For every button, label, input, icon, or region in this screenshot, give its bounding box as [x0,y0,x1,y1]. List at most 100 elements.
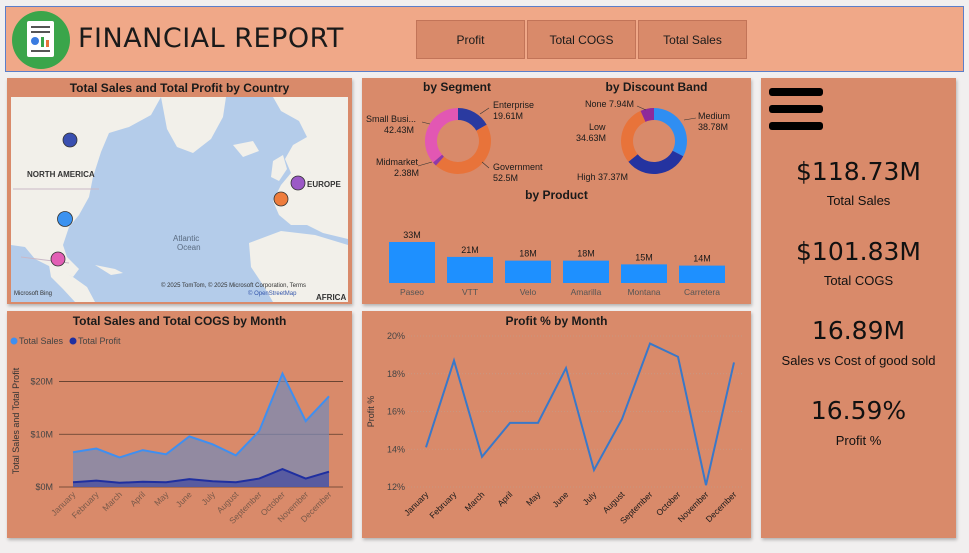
map-bubble-france[interactable] [273,191,289,207]
area-y-tick-label: $0M [35,482,53,492]
monthly-sales-area-chart[interactable]: Total Sales Total Profit $0M $10M $20M Total … [7,329,352,536]
discount-value-medium: 38.78M [698,122,729,132]
product-bar-label: 21M [461,245,479,255]
product-bar-vtt[interactable] [447,256,493,283]
area-x-tick-label: April [128,489,147,508]
hamburger-menu-icon[interactable] [769,86,825,134]
total-cogs-value: $101.83M [796,237,921,266]
area-x-tick-label: July [199,489,217,507]
line-x-tick-label: July [581,489,599,507]
total-sales-label: Total Sales [826,193,891,208]
area-x-tick-label: June [174,489,194,509]
product-category-label: VTT [462,287,478,297]
monthly-sales-panel: Total Sales and Total COGS by Month Tota… [7,311,352,538]
segment-label-enterprise: Enterprise [493,100,535,110]
sales-vs-cogs-label: Sales vs Cost of good sold [781,353,936,368]
line-x-tick-label: June [550,489,570,509]
line-x-tick-label: May [524,489,543,508]
discount-label-none: None 7.94M [585,99,635,109]
atlantic-ocean-label: Atlantic [173,234,199,243]
total-cogs-label: Total COGS [823,273,894,288]
area-x-tick-label: March [100,489,124,513]
total-sales-button[interactable]: Total Sales [638,20,747,59]
map-bubble-mexico[interactable] [50,251,66,267]
product-bar-montana[interactable] [621,264,667,283]
discount-slice-low[interactable] [621,110,646,162]
legend-total-profit-marker [69,337,77,345]
legend-total-sales-marker [10,337,18,345]
line-x-tick-label: March [463,489,487,513]
total-cogs-button[interactable]: Total COGS [527,20,636,59]
area-y-tick-label: $10M [30,429,53,439]
atlantic-ocean-label-2: Ocean [177,243,201,252]
kpi-panel: $118.73M Total Sales $101.83M Total COGS… [761,78,956,538]
map-bubble-usa[interactable] [57,211,73,227]
map-bubble-canada[interactable] [62,132,78,148]
segment-label-government: Government [493,162,543,172]
product-bar-amarilla[interactable] [563,260,609,283]
segment-value-midmarket: 2.38M [394,168,420,178]
discount-band-title: by Discount Band [605,80,708,94]
profit-button[interactable]: Profit [416,20,525,59]
line-y-axis-label: Profit % [366,396,376,428]
segment-donut-chart[interactable] [423,106,493,176]
product-title: by Product [525,188,588,202]
europe-label: EUROPE [307,180,341,189]
line-x-tick-label: April [495,489,514,508]
report-header: FINANCIAL REPORT Profit Total COGS Total… [5,6,964,72]
product-bar-label: 33M [403,230,421,240]
product-bar-chart[interactable]: 33M Paseo 21M VTT 18M Velo 18M Amarilla 15M Monta… [382,228,738,300]
profit-percent-panel: Profit % by Month 12% 14% 16% 18% 20% Profit … [362,311,751,538]
segment-label-small-business: Small Busi... [366,114,417,124]
profit-percent-title: Profit % by Month [505,314,608,328]
segment-title: by Segment [422,80,491,94]
segment-slice-enterprise[interactable] [458,108,487,131]
africa-label: AFRICA [316,293,346,302]
segment-slice-midmarket[interactable] [432,154,444,166]
donut-leader-lines [417,105,697,169]
product-category-label: Carretera [684,287,720,297]
discount-label-medium: Medium [698,111,731,121]
line-y-tick-label: 20% [387,331,405,341]
product-bar-paseo[interactable] [389,242,435,283]
map-attribution-osm[interactable]: © OpenStreetMap [248,290,297,297]
segment-slice-government[interactable] [435,124,491,174]
legend-total-sales[interactable]: Total Sales [19,336,64,346]
discount-label-high: High 37.37M [577,172,629,182]
map-attribution: © 2025 TomTom, © 2025 Microsoft Corporat… [161,282,306,289]
area-fill-total-sales [73,373,329,487]
line-x-tick-label: February [427,489,459,521]
product-bar-carretera[interactable] [679,265,725,283]
map-bubble-germany[interactable] [290,175,306,191]
line-y-tick-label: 18% [387,369,405,379]
microsoft-bing-logo: Microsoft Bing [14,291,52,297]
product-category-label: Amarilla [571,287,602,297]
line-y-tick-label: 16% [387,407,405,417]
product-bar-label: 14M [693,254,711,264]
product-category-label: Velo [520,287,537,297]
area-y-tick-label: $20M [30,377,53,387]
segment-value-small-business: 42.43M [384,125,415,135]
legend-total-profit[interactable]: Total Profit [78,336,121,346]
map-panel: Total Sales and Total Profit by Country … [7,78,352,304]
discount-slice-none[interactable] [640,108,654,122]
profit-percent-line[interactable] [425,342,735,486]
line-y-tick-label: 14% [387,444,405,454]
sales-vs-cogs-value: 16.89M [811,316,906,345]
discount-label-low: Low [589,122,606,132]
area-y-axis-label: Total Sales and Total Profit [11,367,21,474]
product-bar-velo[interactable] [505,260,551,283]
line-x-tick-label: August [601,489,627,515]
area-line-total-sales[interactable] [72,371,330,459]
discount-band-donut-chart[interactable] [619,106,689,176]
discount-slice-medium[interactable] [654,108,687,157]
country-map[interactable]: NORTH AMERICA EUROPE Atlantic Ocean AFRI… [11,97,348,302]
segment-value-enterprise: 19.61M [493,111,524,121]
segment-slice-small-busi[interactable] [425,108,458,163]
area-line-total-profit[interactable] [72,467,330,484]
map-title: Total Sales and Total Profit by Country [69,81,290,95]
north-america-label: NORTH AMERICA [27,170,95,179]
profit-percent-value: 16.59% [810,396,907,425]
discount-slice-high[interactable] [628,150,684,174]
